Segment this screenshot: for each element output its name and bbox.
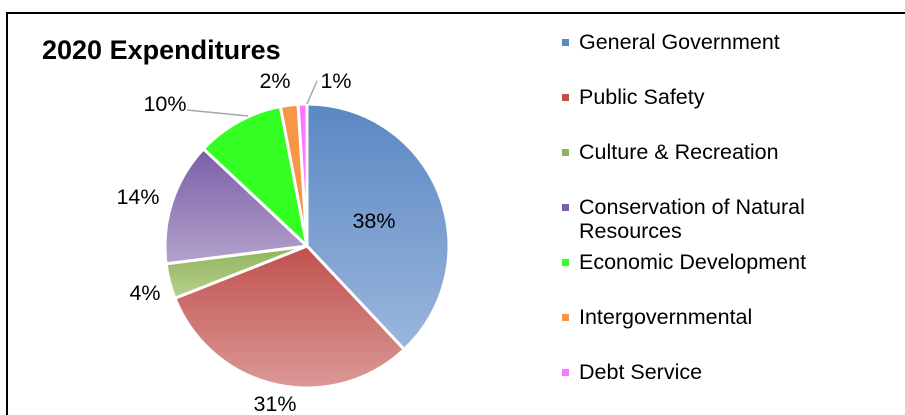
legend-item: General Government (562, 30, 780, 54)
data-label: 38% (352, 209, 395, 233)
pie-slice-debt-service (296, 102, 309, 248)
data-label: 14% (116, 185, 159, 209)
pie-slice-public-safety (173, 244, 406, 390)
legend-label: Debt Service (579, 360, 703, 384)
legend-swatch (562, 314, 569, 321)
data-label: 31% (253, 392, 296, 415)
data-label: 10% (143, 92, 186, 116)
legend-swatch (562, 204, 569, 211)
legend-item: Intergovernmental (562, 305, 752, 329)
legend-item: Culture & Recreation (562, 140, 779, 164)
legend-swatch (562, 149, 569, 156)
legend-label: General Government (579, 30, 780, 54)
legend-item: Debt Service (562, 360, 702, 384)
legend-label: Culture & Recreation (579, 140, 779, 164)
legend-label: Economic Development (579, 250, 807, 274)
legend-item: Conservation of Natural Resources (562, 195, 844, 243)
legend-label: Public Safety (579, 85, 705, 109)
leader-line (306, 80, 318, 105)
pie-slice-general-government (305, 102, 451, 352)
legend-swatch (562, 94, 569, 101)
leader-line (186, 109, 249, 117)
legend-item: Economic Development (562, 250, 806, 274)
chart-title: 2020 Expenditures (42, 35, 281, 65)
chart-frame (6, 12, 905, 415)
pie-slice-economic-development (201, 105, 309, 248)
data-label: 1% (320, 69, 351, 93)
legend-swatch (562, 259, 569, 266)
legend-swatch (562, 369, 569, 376)
data-label: 4% (129, 281, 160, 305)
legend-label: Conservation of Natural Resources (579, 195, 805, 243)
legend-item: Public Safety (562, 85, 704, 109)
legend-swatch (562, 39, 569, 46)
legend-label: Intergovernmental (579, 305, 753, 329)
data-label: 2% (259, 69, 290, 93)
pie-slice-conservation-of-natural-resources (163, 147, 309, 266)
